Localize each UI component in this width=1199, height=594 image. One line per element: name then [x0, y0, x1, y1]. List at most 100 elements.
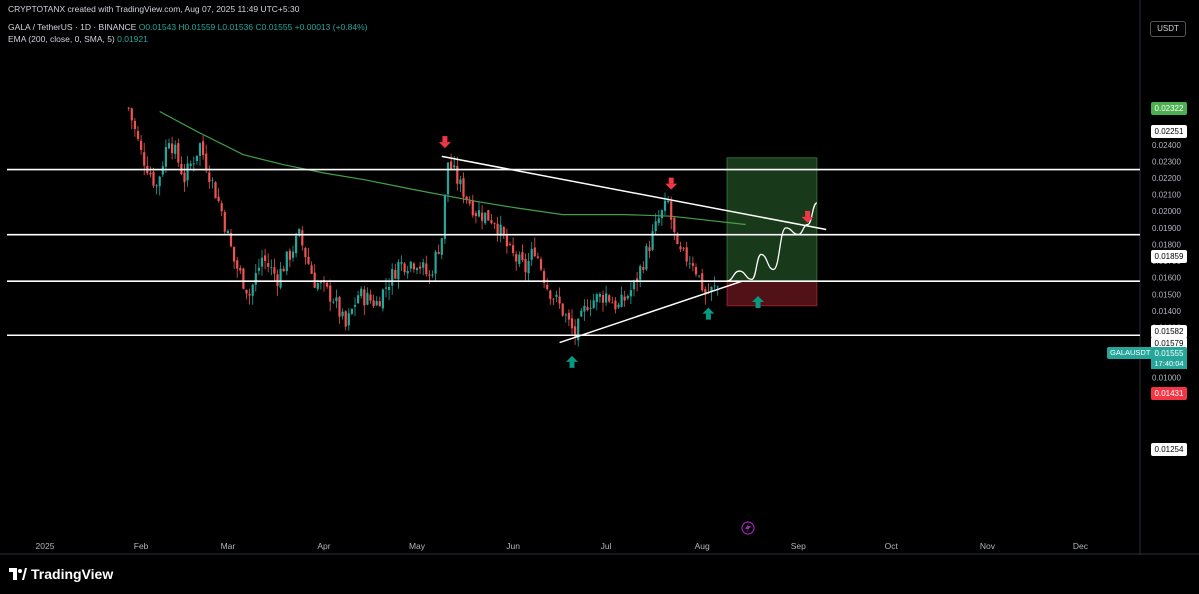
candle-body: [350, 308, 353, 314]
candle-body: [412, 263, 415, 270]
candle-body: [341, 311, 344, 317]
candle-body: [177, 143, 180, 163]
candle-body: [713, 285, 716, 287]
up-arrow-icon: [752, 295, 764, 308]
candle-body: [316, 283, 319, 289]
candle-body: [685, 247, 688, 262]
support-price-tag: 0.01254: [1151, 443, 1187, 456]
candle-body: [527, 261, 530, 274]
candle-body: [307, 256, 310, 264]
y-tick-label: 0.01600: [1152, 274, 1181, 283]
candle-body: [521, 252, 524, 261]
candle-body: [363, 289, 366, 306]
candle-body: [512, 245, 515, 253]
candle-body: [484, 212, 487, 224]
y-tick-label: 0.02000: [1152, 207, 1181, 216]
candle-body: [667, 200, 670, 202]
candle-body: [415, 268, 419, 271]
candle-body: [251, 284, 254, 296]
candle-body: [645, 246, 648, 270]
up-arrow-icon: [702, 307, 715, 320]
candle-body: [140, 140, 143, 150]
candle-body: [673, 217, 676, 232]
indicator-line[interactable]: EMA (200, close, 0, SMA, 5) 0.01921: [8, 34, 148, 44]
candle-body: [295, 236, 298, 254]
candle-body: [462, 178, 465, 198]
x-tick-label: Sep: [791, 541, 806, 551]
candle-body: [301, 230, 304, 246]
x-tick-label: Mar: [221, 541, 236, 551]
y-tick-label: 0.01500: [1152, 290, 1181, 299]
candle-body: [192, 163, 195, 165]
symbol-line: GALA / TetherUS · 1D · BINANCE O0.01543 …: [8, 22, 367, 32]
candle-body: [186, 163, 189, 181]
candle-body: [555, 294, 558, 297]
candle-body: [660, 210, 663, 219]
candle-body: [688, 263, 691, 265]
candle-body: [347, 313, 350, 326]
candle-body: [574, 326, 577, 338]
candle-body: [164, 147, 167, 167]
candle-body: [378, 301, 381, 307]
candle-body: [384, 287, 388, 289]
candle-body: [549, 290, 552, 299]
candle-body: [440, 238, 443, 255]
y-tick-label: 0.01800: [1152, 240, 1181, 249]
candle-body: [422, 262, 425, 268]
candle-body: [149, 173, 152, 175]
down-arrow-icon: [438, 136, 451, 149]
candle-body: [388, 286, 391, 290]
candle-body: [161, 166, 164, 175]
ema-label: EMA (200, close, 0, SMA, 5): [8, 34, 115, 44]
candle-body: [288, 250, 291, 260]
candle-body: [676, 233, 679, 245]
candle-body: [264, 255, 267, 261]
candle-body: [214, 182, 217, 199]
candle-body: [639, 266, 642, 280]
candle-body: [326, 282, 329, 287]
candle-body: [499, 224, 502, 236]
resistance-2-price-tag: 0.01859: [1151, 250, 1187, 263]
down-arrow-icon-shaft: [805, 210, 811, 217]
candle-body: [524, 259, 527, 273]
candle-body: [601, 294, 605, 303]
candle-body: [546, 284, 549, 289]
currency-button[interactable]: USDT: [1150, 21, 1186, 37]
candle-body: [608, 295, 611, 302]
candle-body: [552, 298, 555, 300]
candle-body: [642, 266, 645, 270]
candle-body: [369, 294, 372, 301]
x-tick-label: Aug: [695, 541, 710, 551]
candle-body: [143, 152, 146, 166]
candle-body: [570, 318, 574, 329]
candle-body: [617, 304, 620, 308]
candle-body: [651, 231, 654, 250]
candle-body: [372, 300, 375, 306]
candle-body: [152, 172, 155, 186]
candle-body: [335, 297, 338, 302]
candle-body: [220, 203, 223, 212]
candle-body: [468, 201, 471, 204]
tradingview-logo[interactable]: TradingView: [9, 566, 113, 582]
x-tick-label: Oct: [885, 541, 899, 551]
candle-body: [481, 212, 484, 221]
candle-body: [663, 200, 667, 211]
candle-body: [409, 261, 412, 269]
x-tick-label: 2025: [36, 541, 55, 551]
candle-body: [239, 267, 242, 271]
trendline-support: [559, 280, 743, 344]
candle-body: [366, 292, 369, 305]
down-arrow-icon-shaft: [442, 136, 448, 143]
candle-body: [477, 210, 481, 217]
candle-body: [133, 120, 136, 129]
candle-body: [567, 312, 570, 320]
candle-body: [267, 263, 270, 267]
candle-body: [394, 269, 397, 279]
candle-body: [276, 274, 279, 286]
up-arrow-icon-head: [566, 355, 578, 362]
lightning-icon[interactable]: [741, 521, 755, 535]
candle-body: [508, 244, 512, 245]
brand-name: TradingView: [31, 566, 114, 582]
candle-body: [260, 257, 264, 267]
